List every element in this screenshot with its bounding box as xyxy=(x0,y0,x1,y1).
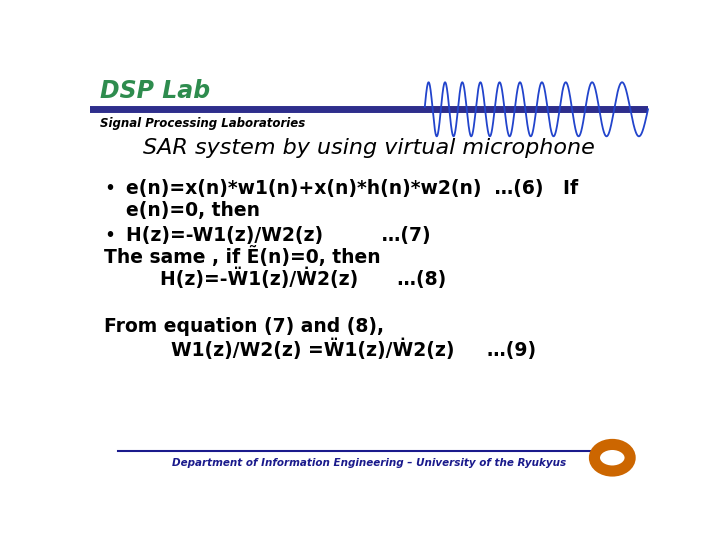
Text: Signal Processing Laboratories: Signal Processing Laboratories xyxy=(100,117,305,130)
Text: The same , if Ẽ(n)=0, then: The same , if Ẽ(n)=0, then xyxy=(104,246,381,267)
Text: DSP Lab: DSP Lab xyxy=(100,79,210,103)
Text: e(n)=x(n)*w1(n)+x(n)*h(n)*w2(n)  …(6)   If: e(n)=x(n)*w1(n)+x(n)*h(n)*w2(n) …(6) If xyxy=(126,179,578,198)
Text: Department of Information Engineering – University of the Ryukyus: Department of Information Engineering – … xyxy=(172,458,566,468)
Text: e(n)=0, then: e(n)=0, then xyxy=(126,201,260,220)
Text: H(z)=-Ẅ1(z)/Ẇ2(z)      …(8): H(z)=-Ẅ1(z)/Ẇ2(z) …(8) xyxy=(160,267,446,289)
Text: •: • xyxy=(104,226,115,245)
Text: •: • xyxy=(104,179,115,198)
Text: H(z)=-W1(z)/W2(z)         …(7): H(z)=-W1(z)/W2(z) …(7) xyxy=(126,226,431,245)
Text: From equation (7) and (8),: From equation (7) and (8), xyxy=(104,318,384,336)
Text: W1(z)/W2(z) =Ẅ1(z)/Ẇ2(z)     …(9): W1(z)/W2(z) =Ẅ1(z)/Ẇ2(z) …(9) xyxy=(171,339,536,360)
Text: SAR system by using virtual microphone: SAR system by using virtual microphone xyxy=(143,138,595,158)
